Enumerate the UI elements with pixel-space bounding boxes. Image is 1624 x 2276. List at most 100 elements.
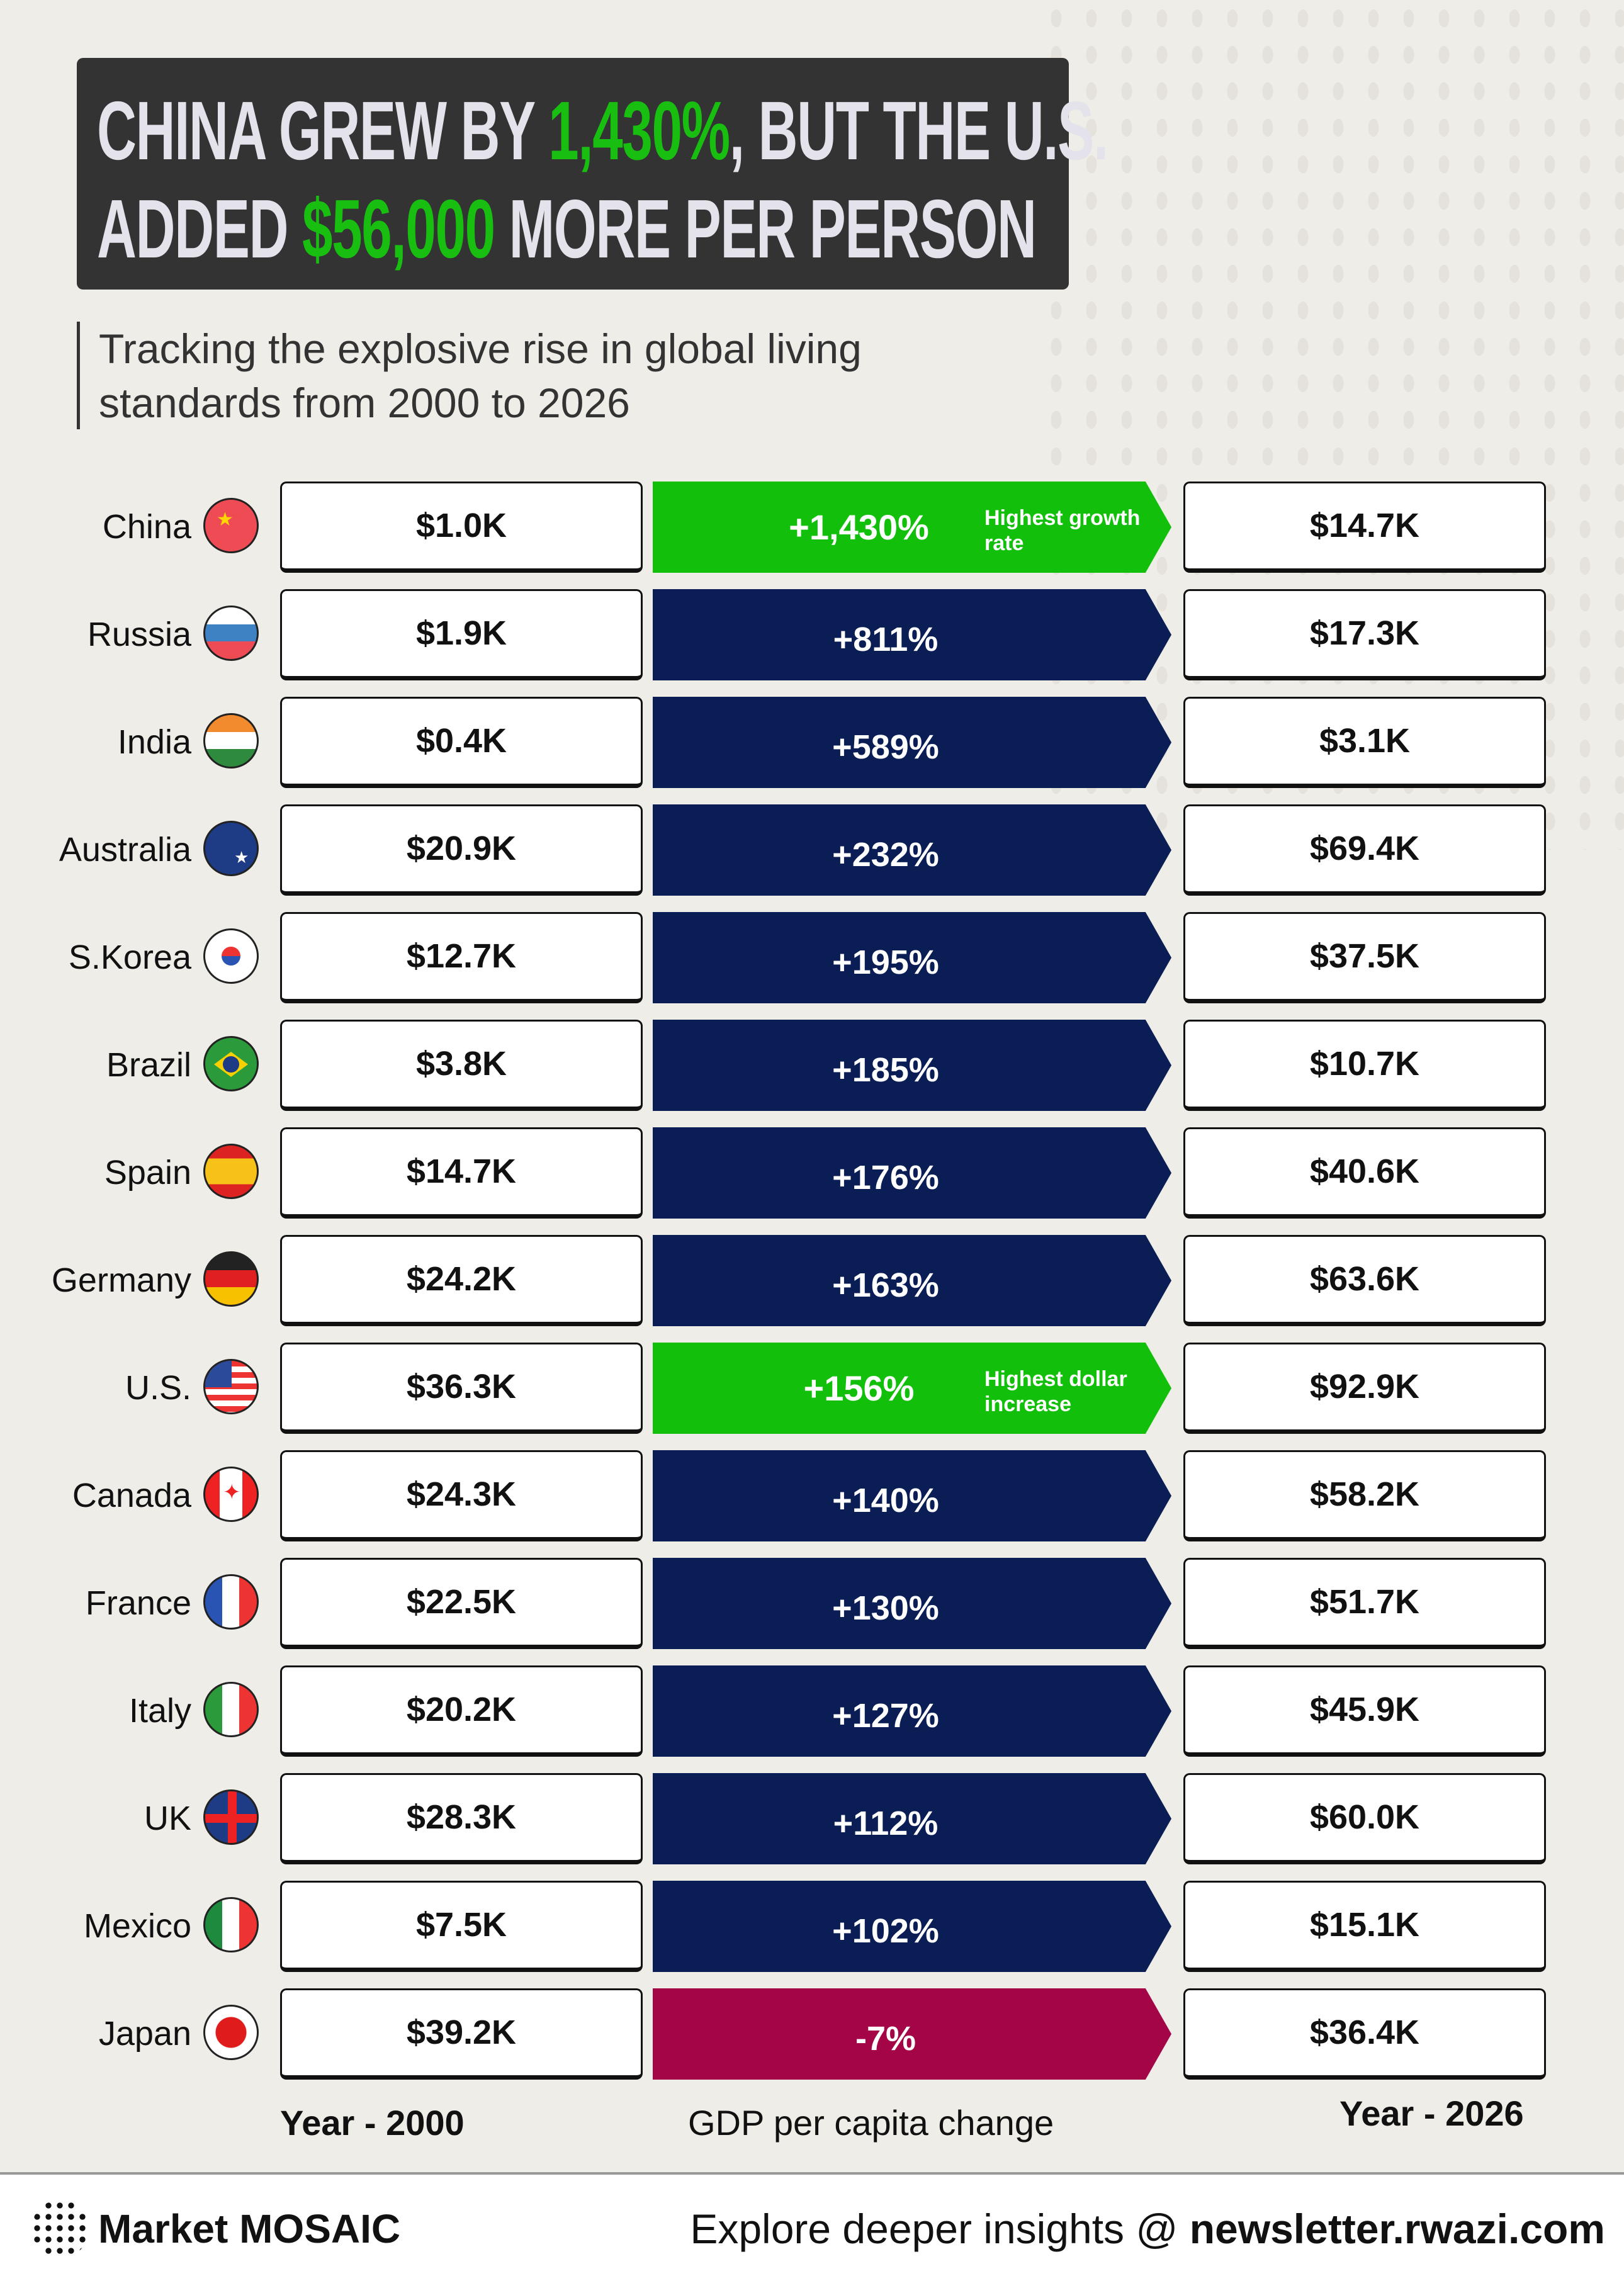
gdp-2000-value: $20.2K — [280, 1665, 643, 1757]
gdp-2000-value: $0.4K — [280, 697, 643, 788]
newsletter-link[interactable]: newsletter.rwazi.com — [1189, 2206, 1605, 2252]
gdp-2026-value: $60.0K — [1183, 1773, 1546, 1864]
change-value: -7% — [855, 2020, 916, 2058]
change-value: +232% — [832, 836, 939, 874]
gdp-2026-value: $3.1K — [1183, 697, 1546, 788]
change-arrow: +232% — [653, 804, 1171, 896]
gdp-2026-value: $17.3K — [1183, 589, 1546, 680]
gdp-2026-value: $14.7K — [1183, 482, 1546, 573]
table-row: Germany $24.2K +163% $63.6K — [0, 1235, 1624, 1326]
change-value: +1,430% — [789, 507, 929, 547]
change-arrow: +176% — [653, 1127, 1171, 1219]
footer-cta: Explore deeper insights @ newsletter.rwa… — [690, 2205, 1605, 2253]
mexico-flag-icon — [203, 1897, 259, 1952]
change-arrow: +127% — [653, 1665, 1171, 1757]
country-name: Germany — [51, 1261, 191, 1299]
subtitle-line-2: standards from 2000 to 2026 — [99, 380, 630, 426]
country-name: S.Korea — [68, 938, 191, 976]
spain-flag-icon — [203, 1144, 259, 1199]
country-name: Australia — [59, 831, 191, 869]
gdp-2000-value: $12.7K — [280, 912, 643, 1003]
gdp-2000-value: $22.5K — [280, 1558, 643, 1649]
change-arrow: +195% — [653, 912, 1171, 1003]
table-row: Japan $39.2K -7% $36.4K — [0, 1988, 1624, 2080]
gdp-2000-value: $39.2K — [280, 1988, 643, 2080]
country-name: Russia — [87, 616, 191, 653]
gdp-2000-value: $1.0K — [280, 482, 643, 573]
gdp-2026-value: $15.1K — [1183, 1881, 1546, 1972]
table-row: Australia ★ $20.9K +232% $69.4K — [0, 804, 1624, 896]
china-flag-icon: ★ — [203, 498, 259, 553]
mosaic-logo-icon — [31, 2200, 89, 2258]
gdp-2026-value: $69.4K — [1183, 804, 1546, 896]
table-row: Italy $20.2K +127% $45.9K — [0, 1665, 1624, 1757]
change-value: +195% — [832, 944, 939, 981]
country-name: Brazil — [106, 1046, 191, 1084]
change-arrow: +140% — [653, 1450, 1171, 1541]
change-arrow: +102% — [653, 1881, 1171, 1972]
headline-line-2: ADDED $56,000 MORE PER PERSON — [97, 181, 1037, 276]
uk-flag-icon — [203, 1789, 259, 1845]
gdp-2026-value: $40.6K — [1183, 1127, 1546, 1219]
country-name: India — [117, 723, 191, 761]
brand-name: Market MOSAIC — [98, 2206, 401, 2251]
change-arrow: -7% — [653, 1988, 1171, 2080]
india-flag-icon — [203, 713, 259, 769]
headline-box: CHINA GREW BY 1,430%, BUT THE U.S. ADDED… — [77, 58, 1108, 290]
table-row: France $22.5K +130% $51.7K — [0, 1558, 1624, 1649]
country-name: UK — [144, 1800, 191, 1837]
change-value: +811% — [833, 621, 939, 658]
change-value: +163% — [832, 1266, 939, 1304]
italy-flag-icon — [203, 1682, 259, 1737]
headline-text: , BUT THE U.S. — [729, 84, 1108, 177]
change-value: +140% — [832, 1482, 939, 1519]
column-label-2000: Year - 2000 — [280, 2103, 465, 2143]
france-flag-icon — [203, 1574, 259, 1630]
gdp-2026-value: $92.9K — [1183, 1343, 1546, 1434]
gdp-2026-value: $37.5K — [1183, 912, 1546, 1003]
headline-text: MORE PER PERSON — [494, 183, 1037, 275]
gdp-2000-value: $28.3K — [280, 1773, 643, 1864]
change-value: +112% — [833, 1805, 939, 1842]
table-row: Canada ✦ $24.3K +140% $58.2K — [0, 1450, 1624, 1541]
table-row: Mexico $7.5K +102% $15.1K — [0, 1881, 1624, 1972]
country-name: Mexico — [83, 1907, 191, 1945]
change-arrow: +112% — [653, 1773, 1171, 1864]
gdp-2000-value: $7.5K — [280, 1881, 643, 1972]
change-value: +185% — [832, 1051, 939, 1089]
south-korea-flag-icon — [203, 928, 259, 984]
table-row: Russia $1.9K +811% $17.3K — [0, 589, 1624, 680]
gdp-2000-value: $24.2K — [280, 1235, 643, 1326]
gdp-2000-value: $1.9K — [280, 589, 643, 680]
japan-flag-icon — [203, 2005, 259, 2060]
gdp-2000-value: $3.8K — [280, 1020, 643, 1111]
change-note: Highest dollar increase — [984, 1367, 1127, 1416]
country-name: Canada — [72, 1477, 191, 1514]
brazil-flag-icon — [203, 1036, 259, 1091]
change-value: +156% — [803, 1368, 915, 1408]
table-row: S.Korea $12.7K +195% $37.5K — [0, 912, 1624, 1003]
change-arrow: +185% — [653, 1020, 1171, 1111]
change-value: +589% — [832, 728, 939, 766]
change-arrow: +163% — [653, 1235, 1171, 1326]
table-row: Brazil $3.8K +185% $10.7K — [0, 1020, 1624, 1111]
table-row: U.S. $36.3K +156% Highest dollar increase $9… — [0, 1343, 1624, 1434]
change-arrow: +130% — [653, 1558, 1171, 1649]
table-row: India $0.4K +589% $3.1K — [0, 697, 1624, 788]
change-value: +127% — [832, 1697, 939, 1735]
usa-flag-icon — [203, 1359, 259, 1414]
change-arrow: +156% Highest dollar increase — [653, 1343, 1171, 1434]
country-name: Italy — [128, 1692, 191, 1730]
change-note: Highest growth rate — [984, 506, 1141, 555]
country-name: U.S. — [125, 1369, 191, 1407]
change-value: +176% — [832, 1159, 939, 1197]
gdp-2026-value: $45.9K — [1183, 1665, 1546, 1757]
column-label-change: GDP per capita change — [688, 2103, 1054, 2143]
country-name: France — [85, 1584, 191, 1622]
change-arrow: +1,430% Highest growth rate — [653, 482, 1171, 573]
russia-flag-icon — [203, 606, 259, 661]
gdp-2026-value: $63.6K — [1183, 1235, 1546, 1326]
gdp-2026-value: $36.4K — [1183, 1988, 1546, 2080]
gdp-2000-value: $20.9K — [280, 804, 643, 896]
table-row: China ★ $1.0K +1,430% Highest growth rate $14… — [0, 482, 1624, 573]
